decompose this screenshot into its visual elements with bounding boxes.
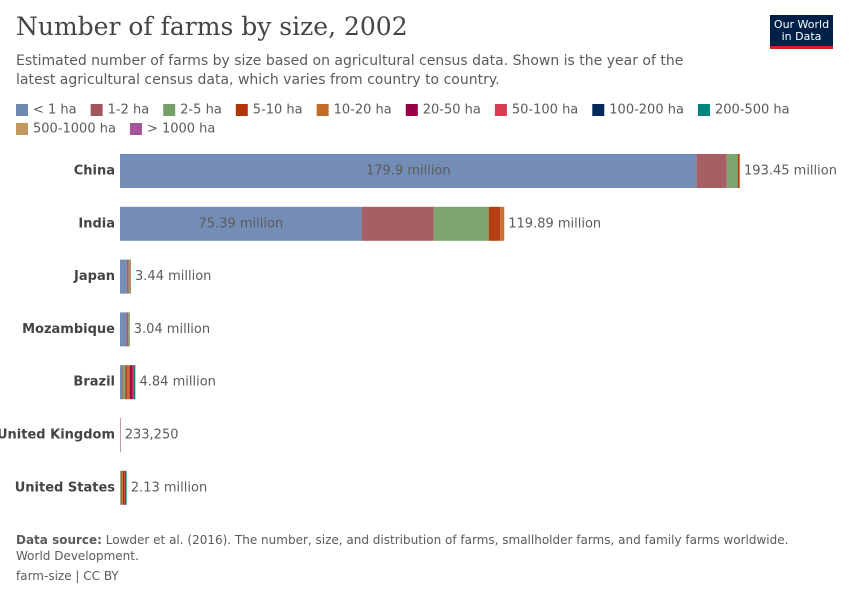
bar-segment [696,154,727,188]
total-label: 119.89 million [508,216,601,231]
source-label: Data source: [16,533,102,547]
segment-label: 179.9 million [366,164,451,179]
category-label: Japan [73,269,115,284]
bar-segment [120,470,122,505]
bar-segment [123,470,125,505]
bar-segment [128,259,131,294]
legend-label: 10-20 ha [334,103,392,118]
legend-swatch [129,123,142,135]
legend-swatch [697,104,710,116]
legend-label: 5-10 ha [253,103,303,118]
bar-segment [126,312,129,347]
bar-segment [120,259,127,294]
bar-segment [121,365,123,400]
bar-segment [129,365,133,400]
bar-segment [128,312,130,347]
total-label: 3.04 million [134,322,210,337]
bar-segment [132,365,134,400]
bar-segment [122,470,124,505]
total-label: 2.13 million [131,480,207,495]
source-note: Data source: Lowder et al. (2016). The n… [16,532,816,564]
bar-segment [127,365,130,400]
bar-segment [125,470,127,505]
bar-segment [125,365,128,400]
legend-swatch [235,104,248,116]
legend-label: 2-5 ha [180,103,222,118]
bar-segment [500,206,505,241]
chart: < 1 ha 1-2 ha 2-5 ha 5-10 ha 10-20 ha 20-50 h… [0,103,837,505]
bar-segment [361,206,434,241]
category-label: India [78,216,115,231]
legend-swatch [316,104,329,116]
bar-segment [433,206,489,241]
category-label: United States [15,480,116,495]
total-label: 3.44 million [135,269,211,284]
legend-swatch [405,104,418,116]
total-label: 4.84 million [140,375,216,390]
bar-segment [121,470,123,505]
legend-label: < 1 ha [33,103,77,118]
logo-line: in Data [781,30,822,43]
legend-label: 50-100 ha [512,103,578,118]
bar-segment [120,154,697,188]
legend-label: 1-2 ha [108,103,150,118]
category-label: United Kingdom [0,428,115,443]
segment-label: 75.39 million [198,216,283,231]
bar-segment [737,154,740,188]
legend-label: 100-200 ha [609,103,684,118]
legend-swatch [163,104,176,116]
legend-label: 200-500 ha [715,103,790,118]
legend-label: > 1000 ha [147,122,215,137]
legend-label: 20-50 ha [423,103,481,118]
legend-swatch [90,104,103,116]
bar-segment [120,312,127,347]
category-label: Brazil [73,375,115,390]
legend-swatch [16,123,28,135]
bar-segment [120,365,122,400]
logo[interactable]: Our World in Data [770,15,833,49]
chart-title: Number of farms by size, 2002 [16,12,408,41]
logo-line: Our World [773,18,830,31]
source-text: Lowder et al. (2016). The number, size, … [16,533,789,563]
total-label: 233,250 [125,428,179,443]
category-label: China [74,164,115,179]
footer: farm-size | CC BY [16,569,119,583]
legend-swatch [494,104,507,116]
total-label: 193.45 million [744,164,837,179]
bar-segment [124,470,126,505]
category-label: Mozambique [22,322,115,337]
bar-segment [739,154,741,188]
legend-swatch [592,104,605,116]
bar-segment [120,206,362,241]
bar-segment [133,365,135,400]
bar-segment [122,365,126,400]
bar-segment [488,206,501,241]
bar-segment [126,259,129,294]
chart-subtitle: Estimated number of farms by size based … [16,53,684,88]
legend-swatch [16,104,28,116]
bar-segment [726,154,738,188]
legend-label: 500-1000 ha [33,122,116,137]
